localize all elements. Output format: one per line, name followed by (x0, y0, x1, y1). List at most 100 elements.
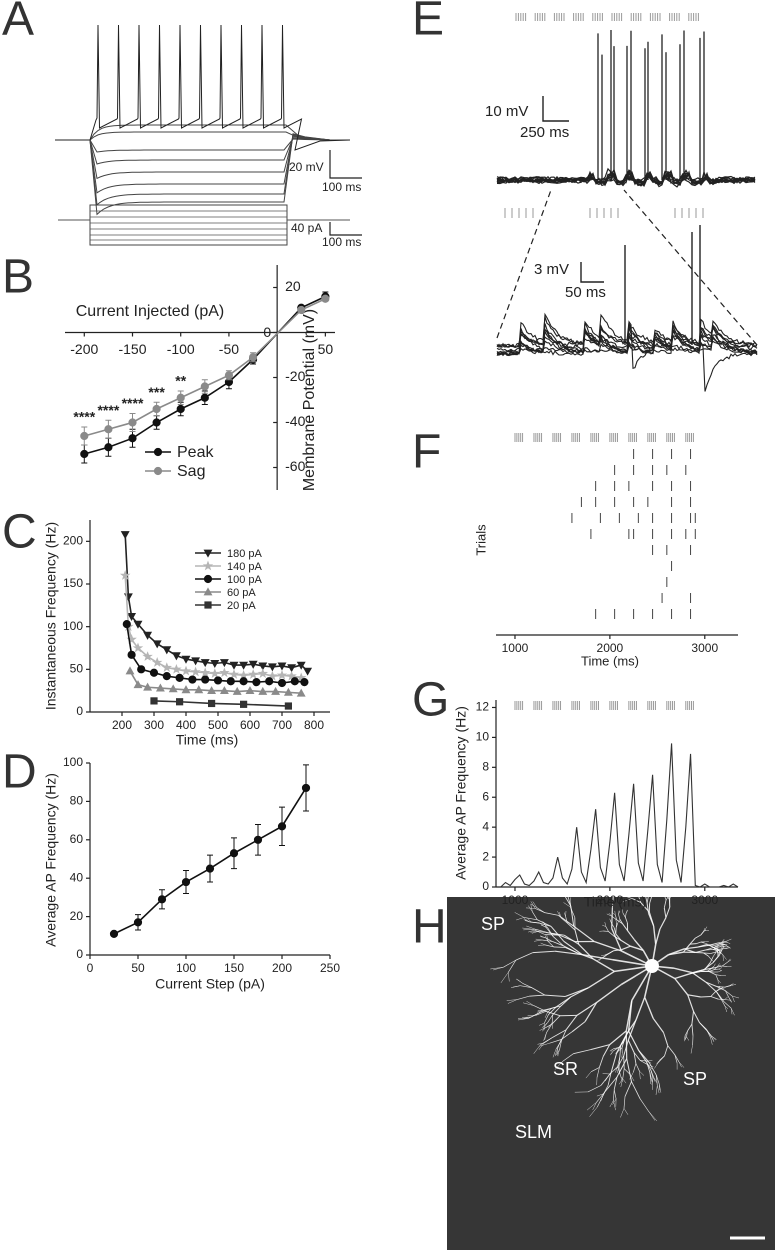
dendrite (717, 948, 724, 950)
y-tick-label: 12 (476, 700, 490, 714)
dendrite (616, 1058, 628, 1078)
dendrite (593, 940, 622, 952)
dendrite (627, 897, 634, 900)
dendrite (638, 883, 642, 887)
dendrite (570, 987, 589, 998)
dendrite (621, 1053, 623, 1058)
dendrite (607, 1072, 612, 1086)
dendrite (699, 1022, 707, 1030)
dendrite (506, 999, 518, 1001)
dendrite (609, 919, 612, 924)
dendrite (723, 1001, 732, 1009)
marker (209, 668, 221, 679)
dendrite (543, 1007, 552, 1011)
dendrite (635, 1063, 640, 1072)
dendrite (705, 981, 717, 987)
x-tick-label: -200 (70, 341, 98, 357)
dendrite (691, 1011, 695, 1025)
dendrite (703, 929, 707, 932)
dendrite (670, 891, 673, 895)
dendrite (552, 1048, 557, 1058)
marker (143, 631, 153, 640)
dendrite (601, 956, 605, 959)
marker (127, 613, 137, 622)
legend-label: 100 pA (227, 574, 263, 586)
dendrite (604, 922, 607, 927)
dendrite (582, 954, 613, 961)
dendrite (659, 1055, 665, 1061)
dendrite (687, 994, 695, 1012)
marker (80, 449, 89, 459)
dendrite (539, 1027, 546, 1031)
dendrite (673, 967, 693, 974)
trace (496, 322, 758, 356)
panel-label: D (2, 746, 37, 799)
dendrite (615, 933, 622, 941)
dendrite (623, 1068, 631, 1076)
dendrite (712, 956, 719, 963)
dendrite (655, 888, 659, 890)
dendrite (641, 888, 644, 891)
dendrite (543, 921, 547, 929)
dendrite (617, 1057, 621, 1067)
marker (267, 663, 277, 672)
dendrite (602, 924, 606, 927)
dendrite (503, 959, 517, 968)
marker (176, 404, 185, 414)
dendrite (649, 888, 651, 895)
marker (248, 660, 258, 669)
marker (283, 687, 293, 696)
dendrite (689, 937, 696, 945)
dendrite (730, 1008, 733, 1015)
dendrite (553, 946, 566, 948)
dendrite (613, 1076, 618, 1090)
dendrite (530, 901, 536, 909)
scale-bar (329, 150, 362, 236)
dendrite (547, 1014, 554, 1023)
dendrite (559, 934, 576, 943)
neuron (490, 883, 740, 1122)
trace (55, 133, 350, 206)
dendrite (613, 1065, 618, 1071)
dendrite (616, 1066, 620, 1074)
dendrite (659, 1084, 662, 1093)
dendrite (551, 1014, 554, 1023)
dendrite (669, 889, 670, 893)
dendrite (620, 1108, 625, 1118)
dendrite (696, 941, 702, 944)
image-label: SLM (515, 1122, 552, 1142)
dendrite (615, 918, 617, 923)
scale-label: 3 mV (534, 261, 569, 278)
marker (143, 682, 153, 691)
marker (157, 895, 167, 904)
dendrite (611, 928, 623, 952)
dendrite (544, 1014, 549, 1024)
legend-label: Peak (177, 444, 214, 461)
dendrite (537, 1042, 545, 1045)
dendrite (710, 1037, 713, 1045)
dendrite (611, 907, 613, 929)
dendrite (591, 1067, 600, 1072)
legend-marker (204, 601, 212, 609)
series-line (124, 534, 309, 672)
dendrite (522, 1002, 534, 1006)
dendrite (731, 983, 737, 986)
legend-label: 180 pA (227, 548, 263, 560)
dendrite (663, 899, 667, 908)
dendrite (666, 889, 668, 893)
scale-label: 20 mV (289, 160, 324, 174)
dendrite (629, 1071, 634, 1080)
zoom-lines (496, 189, 758, 346)
dendrite (725, 945, 731, 949)
dendrite (608, 912, 612, 917)
dendrite (623, 899, 628, 903)
dendrite (573, 925, 595, 942)
marker (175, 673, 184, 682)
dendrite (712, 947, 719, 950)
dendrite (545, 1010, 561, 1017)
dendrite (722, 965, 728, 967)
marker (238, 669, 249, 680)
marker (122, 620, 131, 629)
y-tick-label: 0 (76, 947, 83, 961)
x-tick-label: 3000 (691, 641, 718, 655)
